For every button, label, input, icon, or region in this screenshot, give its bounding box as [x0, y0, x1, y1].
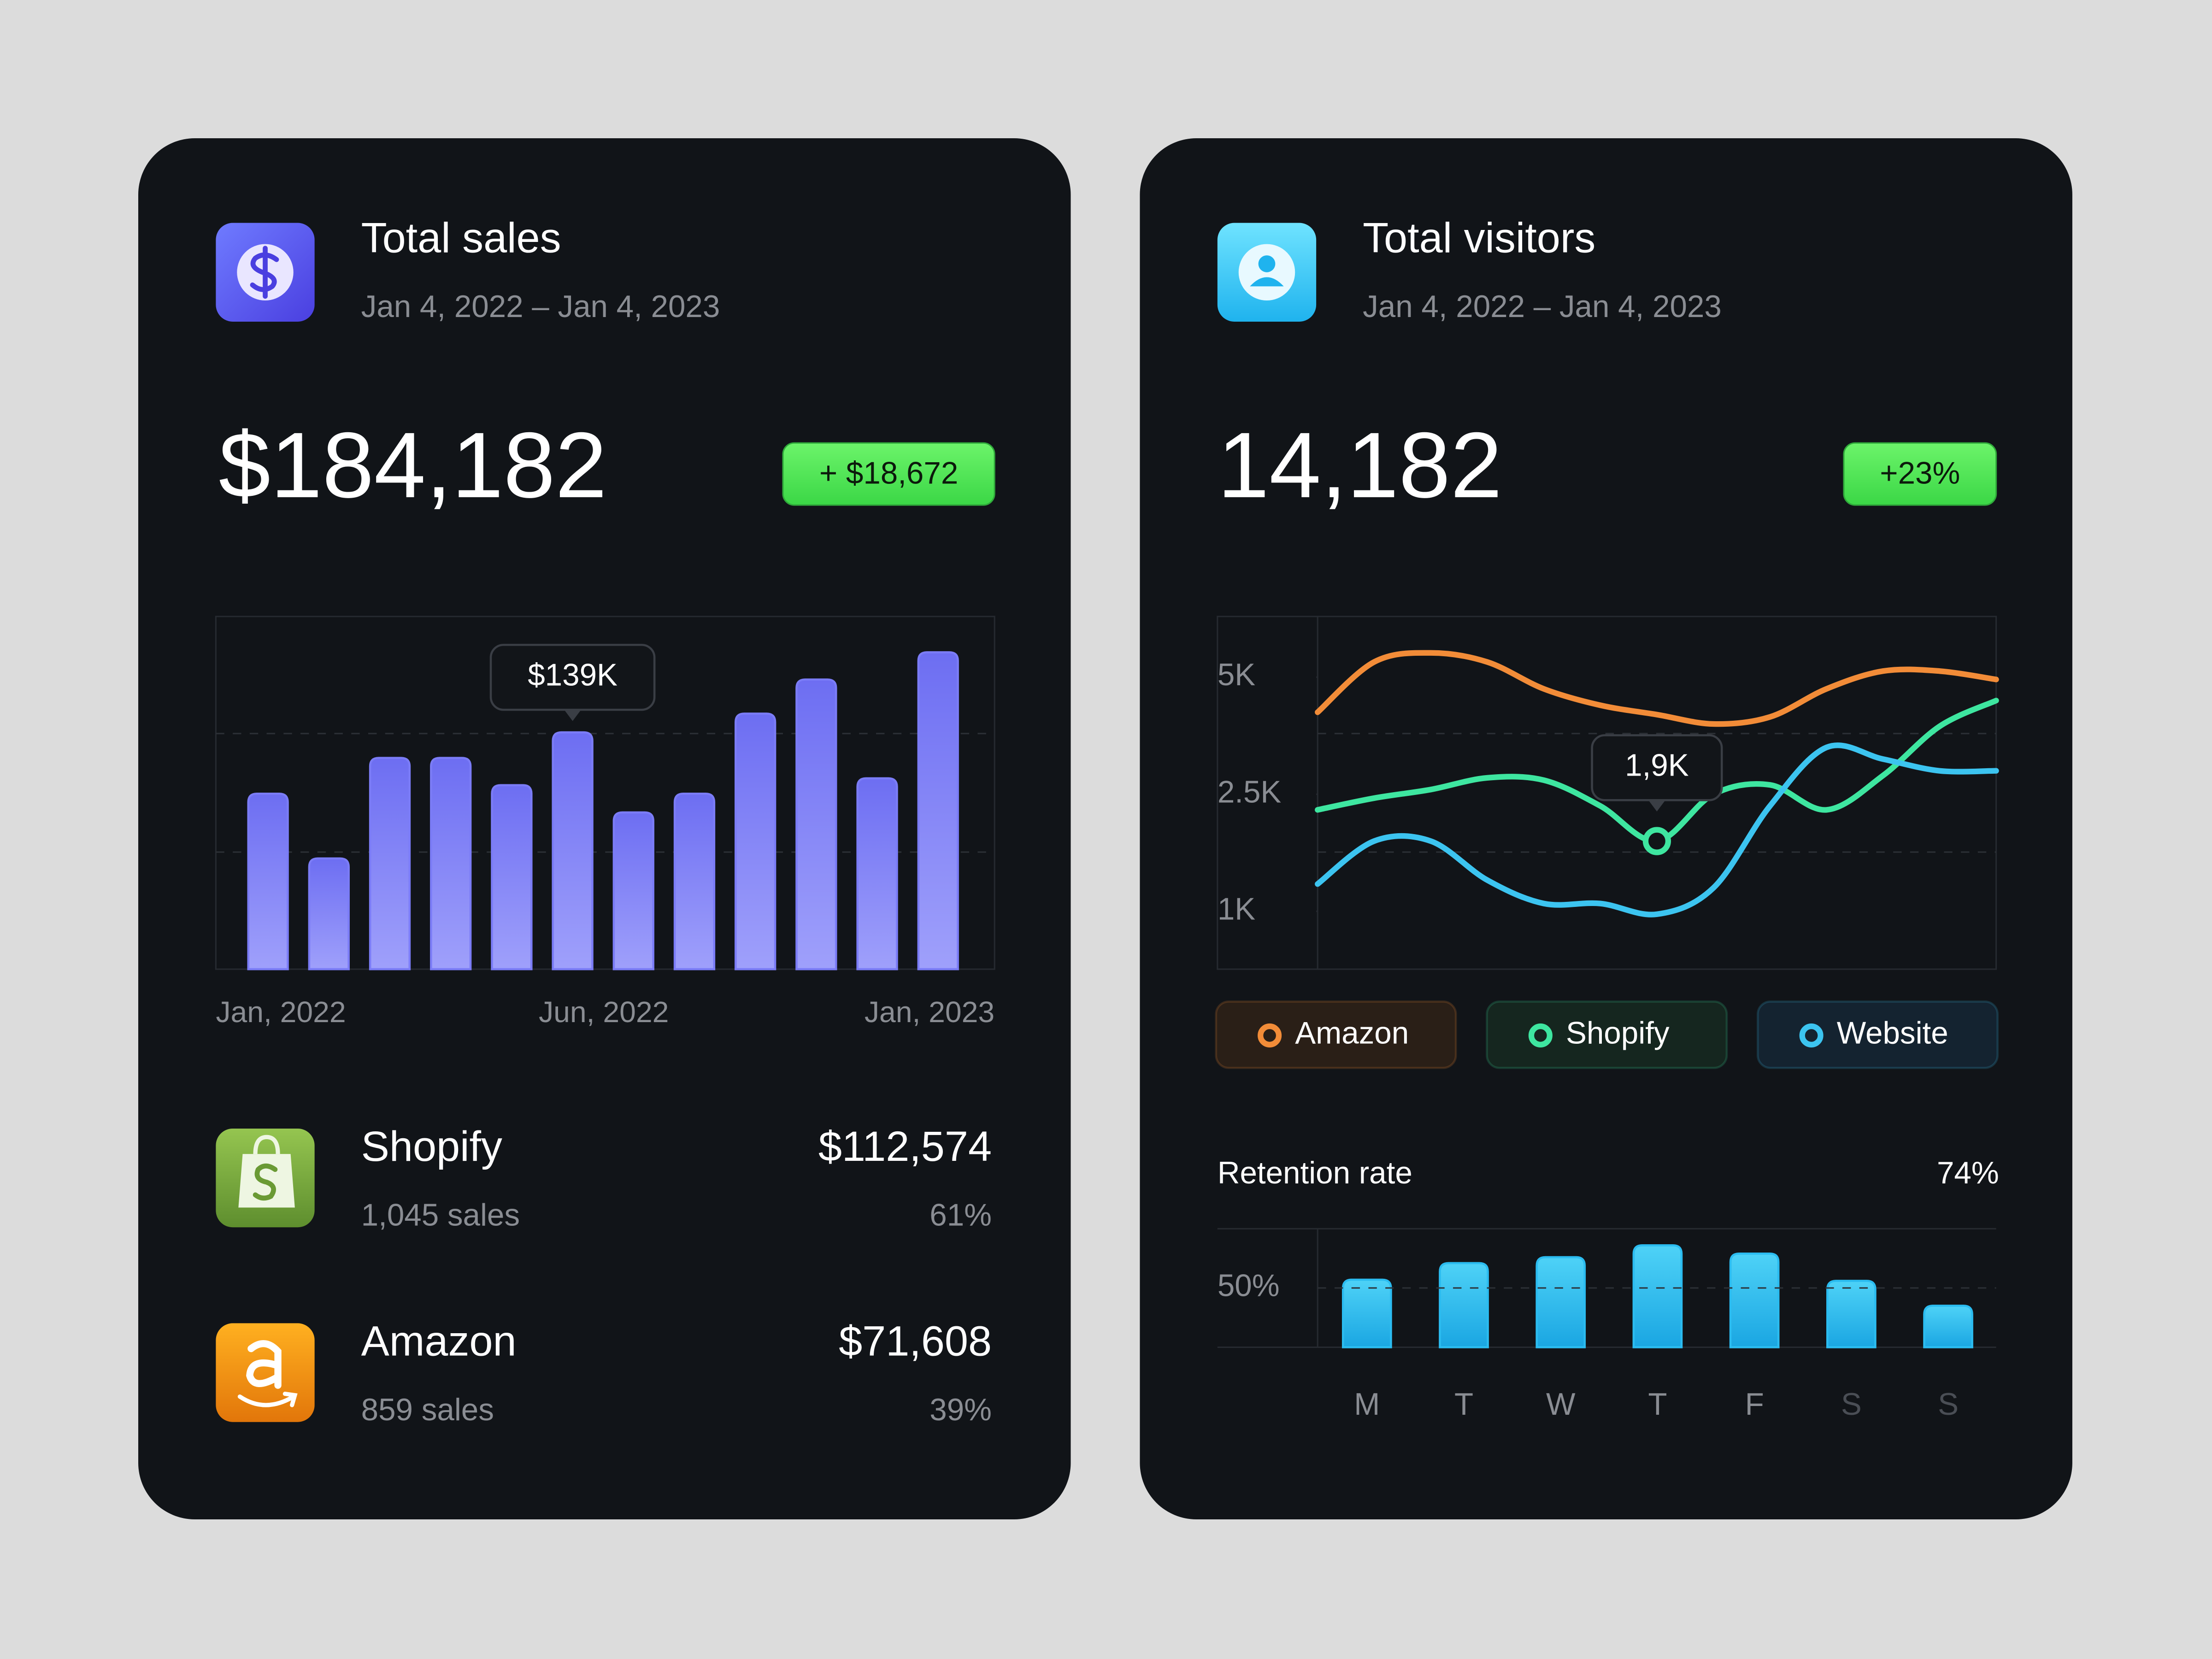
y-tick-label: 5K	[1218, 658, 1255, 692]
line-series	[1315, 742, 1999, 918]
visitors-title: Total visitors	[1363, 215, 1595, 262]
bar	[795, 678, 837, 971]
legend-dot	[1528, 1023, 1553, 1047]
bar	[247, 792, 289, 971]
bar	[552, 731, 594, 971]
legend-chip	[1486, 1000, 1728, 1069]
legend-label: Website	[1837, 1016, 1948, 1051]
channel-sales: 859 sales	[361, 1393, 494, 1427]
channels: Shopify 1,045 sales $112,574 61% Amazon 859 s…	[361, 1123, 992, 1427]
bar	[1729, 1253, 1780, 1348]
bar	[856, 777, 898, 971]
visitors-change-badge	[1843, 442, 1997, 506]
tooltip-pointer	[1648, 800, 1665, 812]
retention-title: Retention rate	[1218, 1156, 1412, 1190]
x-tick-label: S	[1841, 1387, 1862, 1422]
tooltip-label: $139K	[528, 658, 618, 693]
bar	[673, 792, 716, 971]
visitors-change: +23%	[1880, 456, 1960, 490]
x-tick-label: F	[1745, 1387, 1764, 1422]
x-tick-label: T	[1648, 1387, 1667, 1422]
visitors-total: 14,182	[1218, 413, 1502, 517]
sales-total: $184,182	[218, 413, 607, 517]
x-label: Jan, 2022	[216, 995, 346, 1029]
x-tick-label: W	[1546, 1387, 1576, 1422]
legend-dot	[1258, 1023, 1282, 1047]
sales-bars: $139K	[247, 644, 959, 971]
visitors-date-range: Jan 4, 2022 – Jan 4, 2023	[1363, 289, 1722, 324]
retention-rate: 74%	[1937, 1156, 1999, 1190]
channel-name: Shopify	[361, 1123, 502, 1170]
x-tick-label: T	[1454, 1387, 1473, 1422]
sales-title: Total sales	[361, 215, 561, 262]
channel-share: 39%	[930, 1393, 992, 1427]
x-tick-label: M	[1354, 1387, 1380, 1422]
legend-chip	[1215, 1000, 1457, 1069]
legend-dot	[1799, 1023, 1824, 1047]
bar	[734, 712, 777, 971]
bar	[1923, 1305, 1973, 1348]
visitors-chart-frame	[1217, 616, 1997, 970]
sales-date-range: Jan 4, 2022 – Jan 4, 2023	[361, 289, 720, 324]
sales-icon-glyph	[250, 246, 279, 299]
bar	[1632, 1244, 1683, 1348]
channel-revenue: $71,608	[839, 1318, 992, 1365]
legend: Amazon Shopify Website	[1215, 1000, 1999, 1069]
bar	[612, 811, 654, 971]
amazon-smile	[237, 1391, 298, 1407]
bar	[917, 651, 959, 971]
bar	[1439, 1262, 1489, 1348]
channel-sales: 1,045 sales	[361, 1198, 520, 1233]
highlight-point	[1642, 827, 1671, 855]
bar	[491, 784, 533, 971]
line-series	[1315, 650, 1999, 727]
y-tick-label: 2.5K	[1218, 775, 1282, 809]
bar	[1535, 1256, 1586, 1348]
visitors-card	[1140, 138, 2072, 1519]
x-label: Jun, 2022	[539, 995, 669, 1029]
sales-change: + $18,672	[819, 456, 958, 490]
x-tick-label: S	[1938, 1387, 1959, 1422]
tooltip-pointer	[564, 710, 581, 721]
x-label: Jan, 2023	[865, 995, 994, 1029]
tooltip-label: 1,9K	[1625, 748, 1689, 783]
channel-share: 61%	[930, 1198, 992, 1233]
sales-chart-frame	[215, 616, 995, 970]
shopify-handle	[253, 1135, 280, 1154]
sales-change-badge	[782, 442, 995, 506]
channel-name: Amazon	[361, 1318, 517, 1365]
bar	[1826, 1280, 1877, 1348]
amazon-glyph	[246, 1340, 282, 1389]
y-tick-label: 1K	[1218, 892, 1255, 926]
bar	[430, 757, 472, 971]
shopify-glyph	[253, 1163, 278, 1201]
retention-chart: M T W T F S S 50%	[1218, 1244, 1996, 1422]
legend-label: Amazon	[1295, 1016, 1409, 1051]
visitors-lines: 1K 2.5K 5K 1,9K	[1218, 650, 1999, 926]
bar	[1341, 1278, 1392, 1348]
bar	[308, 857, 350, 971]
channel-revenue: $112,574	[818, 1123, 992, 1170]
legend-label: Shopify	[1566, 1016, 1670, 1051]
bar	[369, 757, 411, 971]
visitors-icon-body	[1250, 277, 1284, 287]
visitors-icon-head	[1258, 255, 1276, 272]
legend-chip	[1756, 1000, 1999, 1069]
y-tick-label: 50%	[1218, 1269, 1280, 1303]
